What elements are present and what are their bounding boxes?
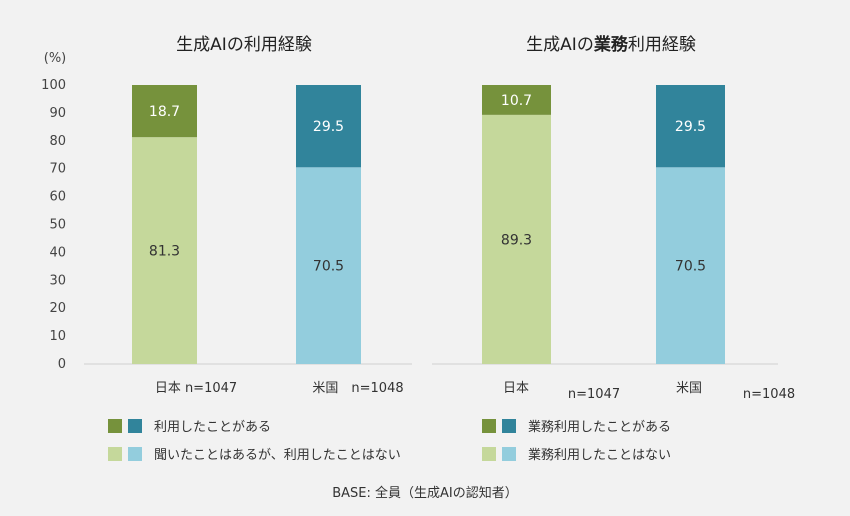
data-label-chart0-cat0-series0: 81.3 xyxy=(149,244,180,260)
y-tick-label: 60 xyxy=(49,190,66,205)
x-category-left-usa: 米国 n=1048 xyxy=(312,381,403,396)
legend-label-biz-used: 業務利用したことがある xyxy=(528,419,671,435)
data-label-chart1-cat0-series1: 10.7 xyxy=(501,93,532,109)
y-tick-label: 40 xyxy=(49,245,66,260)
title-part-2-bold: 業務 xyxy=(594,34,629,55)
data-label-chart1-cat1-series1: 29.5 xyxy=(675,119,706,135)
legend-swatch-used-teal xyxy=(128,419,142,433)
x-category-left-japan: 日本 n=1047 xyxy=(155,381,237,396)
legend-swatch-used-green xyxy=(108,419,122,433)
x-category-right-japan: 日本 xyxy=(503,381,529,396)
legend-swatch-biz-notused-green xyxy=(482,447,496,461)
y-tick-label: 100 xyxy=(41,78,66,93)
y-unit-label: (%) xyxy=(44,51,67,66)
bar-segment-chart0-cat0-series0 xyxy=(132,137,197,364)
bar-segment-chart1-cat0-series1 xyxy=(482,85,551,115)
bar-segment-chart0-cat0-series1 xyxy=(132,85,197,138)
y-tick-label: 70 xyxy=(49,162,66,177)
data-label-chart1-cat0-series0: 89.3 xyxy=(501,232,532,248)
y-axis-ticks: 0 10 20 30 40 50 60 70 80 90 100 xyxy=(41,78,66,372)
y-tick-label: 10 xyxy=(49,329,66,344)
legend-swatch-notused-blue xyxy=(128,447,142,461)
x-category-right-usa: 米国 xyxy=(676,381,702,396)
x-category-right-japan-n: n=1047 xyxy=(568,387,620,402)
y-tick-label: 90 xyxy=(49,106,66,121)
data-label-chart0-cat0-series1: 18.7 xyxy=(149,104,180,120)
chart-title-right: 生成AIの業務利用経験 xyxy=(526,34,696,55)
bar-segment-chart1-cat0-series0 xyxy=(482,114,551,364)
legend-label-used: 利用したことがある xyxy=(154,420,271,435)
legend-swatch-biz-used-teal xyxy=(502,419,516,433)
title-part-3: 利用経験 xyxy=(628,35,696,55)
bar-segment-chart0-cat1-series1 xyxy=(296,85,361,168)
legend-swatch-notused-green xyxy=(108,447,122,461)
y-tick-label: 80 xyxy=(49,134,66,149)
y-tick-label: 50 xyxy=(49,218,66,233)
legend-label-heard-not-used: 聞いたことはあるが、利用したことはない xyxy=(154,448,401,463)
bars: 81.3 18.7 70.5 29.5 89.3 10.7 70.5 29.5 xyxy=(132,85,725,364)
chart-title-left: 生成AIの利用経験 xyxy=(176,35,312,55)
bar-segment-chart1-cat1-series0 xyxy=(656,167,725,364)
legend-swatch-biz-notused-blue xyxy=(502,447,516,461)
bar-segment-chart1-cat1-series1 xyxy=(656,85,725,168)
data-label-chart1-cat1-series0: 70.5 xyxy=(675,259,706,275)
bar-segment-chart0-cat1-series0 xyxy=(296,167,361,364)
legend-label-biz-not-used: 業務利用したことはない xyxy=(528,447,671,463)
data-label-chart0-cat1-series1: 29.5 xyxy=(313,119,344,135)
footer-base-note: BASE: 全員（生成AIの認知者） xyxy=(332,485,518,501)
legend-swatch-biz-used-green xyxy=(482,419,496,433)
y-tick-label: 20 xyxy=(49,301,66,316)
y-tick-label: 0 xyxy=(58,357,66,372)
data-label-chart0-cat1-series0: 70.5 xyxy=(313,259,344,275)
x-category-right-usa-n: n=1048 xyxy=(743,387,795,402)
y-tick-label: 30 xyxy=(49,273,66,288)
title-part-1: 生成AIの xyxy=(526,35,594,55)
